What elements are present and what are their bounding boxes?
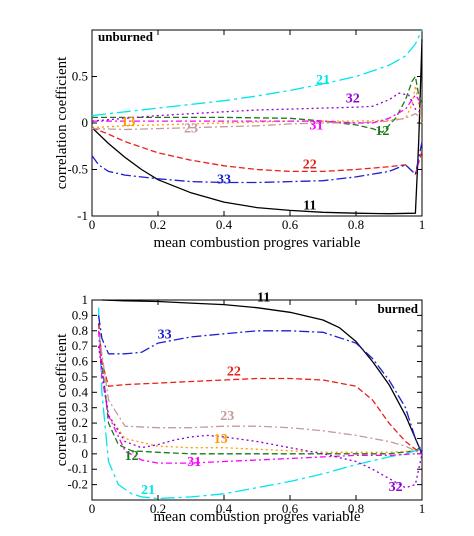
burned-series-label-12: 12 <box>125 449 139 464</box>
burned-y-tick-label: 0.3 <box>72 400 88 415</box>
burned-y-tick-label: 1 <box>82 292 89 307</box>
burned-series-22-line <box>97 323 423 455</box>
unburned-series-33-line <box>91 141 423 184</box>
burned-x-ticks: 0 0.2 0.4 0.6 0.8 1 <box>89 300 426 516</box>
burned-x-tick-label: 0.4 <box>216 501 233 516</box>
unburned-series-32-line <box>91 92 423 122</box>
burned-y-tick-label: 0.9 <box>72 307 88 322</box>
unburned-series-labels: 11 12 13 21 22 23 31 32 33 <box>121 73 389 214</box>
burned-y-tick-label: -0.2 <box>67 477 88 492</box>
unburned-series-12-line <box>92 75 423 133</box>
burned-series-label-32: 32 <box>389 480 403 495</box>
burned-y-tick-label: 0.5 <box>72 369 88 384</box>
unburned-series-label-23: 23 <box>184 121 198 136</box>
unburned-series-label-12: 12 <box>375 124 389 139</box>
unburned-x-tick-label: 1 <box>419 217 426 232</box>
burned-x-tick-label: 0 <box>89 501 96 516</box>
burned-series-label-33: 33 <box>158 327 172 342</box>
burned-series <box>97 299 423 500</box>
burned-series-labels: 11 12 13 21 22 23 31 32 33 <box>125 291 403 498</box>
unburned-series-label-31: 31 <box>309 119 323 134</box>
unburned-x-tick-label: 0.4 <box>216 217 233 232</box>
unburned-series-13-line <box>91 85 423 129</box>
unburned-series-31-line <box>92 94 423 124</box>
burned-panel: burned -0.2-0.100.10.20.30.40.50.60.70.8… <box>54 291 425 525</box>
unburned-panel: unburned -1-0.500.5 0 0.2 0.4 0.6 0.8 1 11121… <box>54 29 425 251</box>
unburned-x-tick-label: 0 <box>89 217 96 232</box>
unburned-series-11-line <box>91 39 423 215</box>
burned-y-tick-label: -0.1 <box>67 461 88 476</box>
unburned-series-21-line <box>91 29 423 117</box>
burned-x-tick-label: 0.2 <box>150 501 166 516</box>
unburned-series-23-line <box>91 113 423 131</box>
unburned-y-ticks: -1 -0.5 0 0.5 <box>67 69 422 223</box>
burned-series-23-line <box>97 330 423 455</box>
burned-series-label-11: 11 <box>257 291 270 306</box>
burned-series-33-line <box>97 315 423 455</box>
unburned-y-axis-label: correlation coefficient <box>54 56 70 189</box>
burned-series-label-31: 31 <box>187 455 201 470</box>
burned-y-tick-label: 0.8 <box>72 323 88 338</box>
unburned-x-tick-label: 0.8 <box>348 217 364 232</box>
burned-y-tick-label: 0.7 <box>72 338 89 353</box>
unburned-series-label-22: 22 <box>303 158 317 173</box>
unburned-y-tick-label: 0.5 <box>72 69 88 84</box>
burned-y-axis-label: correlation coefficient <box>54 333 70 466</box>
burned-x-axis-label: mean combustion progres variable <box>153 509 360 525</box>
unburned-y-tick-label: 0 <box>82 115 89 130</box>
burned-x-tick-label: 1 <box>419 501 426 516</box>
burned-plot-frame <box>91 299 423 501</box>
burned-panel-tag: burned <box>378 301 419 316</box>
burned-y-tick-label: 0.1 <box>72 430 88 445</box>
burned-series-label-21: 21 <box>141 483 155 498</box>
burned-series-13-line <box>97 346 423 455</box>
unburned-x-tick-label: 0.6 <box>282 217 299 232</box>
burned-series-21-line <box>97 307 423 500</box>
unburned-series-label-21: 21 <box>316 73 330 88</box>
unburned-x-tick-label: 0.2 <box>150 217 166 232</box>
unburned-series <box>91 29 423 215</box>
unburned-y-tick-label: -0.5 <box>67 162 88 177</box>
unburned-series-label-32: 32 <box>346 92 360 107</box>
unburned-panel-tag: unburned <box>98 29 154 44</box>
burned-y-tick-label: 0 <box>82 446 89 461</box>
burned-y-ticks: -0.2-0.100.10.20.30.40.50.60.70.80.91 <box>67 292 422 492</box>
burned-y-tick-label: 0.2 <box>72 415 88 430</box>
burned-series-label-23: 23 <box>220 409 234 424</box>
burned-series-12-line <box>97 323 423 455</box>
burned-series-label-22: 22 <box>227 364 241 379</box>
burned-y-tick-label: 0.6 <box>72 354 89 369</box>
burned-series-32-line <box>97 346 423 489</box>
burned-x-tick-label: 0.8 <box>348 501 364 516</box>
unburned-y-tick-label: -1 <box>77 208 88 223</box>
unburned-series-label-13: 13 <box>121 115 135 130</box>
unburned-series-22-line <box>91 127 423 175</box>
burned-series-31-line <box>97 330 422 464</box>
burned-series-11-line <box>101 299 423 455</box>
unburned-series-label-11: 11 <box>303 198 316 213</box>
burned-y-tick-label: 0.4 <box>72 384 89 399</box>
burned-x-tick-label: 0.6 <box>282 501 299 516</box>
unburned-x-axis-label: mean combustion progres variable <box>153 235 360 251</box>
unburned-series-label-33: 33 <box>217 172 231 187</box>
unburned-x-ticks: 0 0.2 0.4 0.6 0.8 1 <box>89 30 426 232</box>
burned-series-label-13: 13 <box>214 432 228 447</box>
